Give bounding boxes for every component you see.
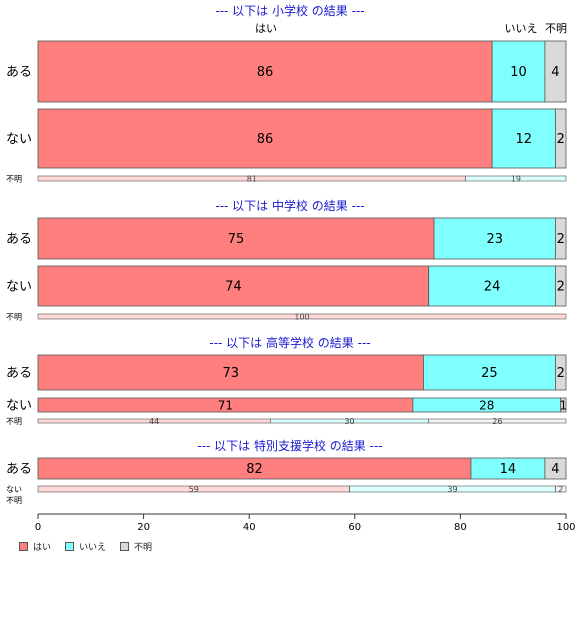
bar-value-label: 2 (557, 280, 565, 295)
row-label: 不明 (6, 312, 22, 321)
bar-no (433, 217, 556, 260)
bar-value-label: 44 (149, 417, 159, 426)
column-header-yes: はい (255, 22, 277, 35)
panel-title-4: --- 以下は 特別支援学校 の結果 --- (197, 438, 382, 453)
bar-value-label: 26 (492, 417, 502, 426)
legend-item-unknown: 不明 (120, 540, 152, 553)
row-label: ない (6, 132, 32, 147)
panel-title-3: --- 以下は 高等学校 の結果 --- (209, 335, 370, 350)
legend-label-unknown: 不明 (134, 543, 153, 553)
panel-title-1: --- 以下は 小学校 の結果 --- (215, 3, 364, 18)
legend-swatch-unknown (120, 542, 130, 551)
bar-value-label: 86 (257, 132, 274, 147)
bar-unknown (555, 217, 567, 260)
row-label: ない (6, 399, 32, 414)
bar-value-label: 75 (228, 232, 245, 247)
bar-unknown (428, 418, 567, 424)
panel-title-2: --- 以下は 中学校 の結果 --- (215, 198, 364, 213)
bar-yes (37, 313, 567, 320)
column-header-no: いいえ (505, 22, 538, 35)
bar-unknown (544, 40, 567, 103)
bar-value-label: 74 (225, 280, 242, 295)
bar-no (428, 265, 556, 307)
row-label: ある (6, 232, 32, 247)
bar-no (465, 175, 567, 182)
bar-value-label: 14 (500, 462, 517, 477)
row-label: ない (6, 280, 32, 295)
row-label: 不明 (6, 417, 22, 426)
legend-item-no: いいえ (65, 540, 106, 553)
x-tick-label: 0 (35, 522, 41, 533)
bar-value-label: 10 (510, 65, 527, 80)
bar-no (491, 108, 556, 169)
legend-item-yes: はい (19, 540, 51, 553)
legend: はい いいえ 不明 (19, 540, 152, 553)
bar-yes (37, 40, 493, 103)
row-label: ある (6, 462, 32, 477)
bar-value-label: 23 (486, 232, 503, 247)
row-label: 不明 (6, 174, 22, 183)
bar-value-label: 2 (558, 485, 563, 494)
row-label: ある (6, 65, 32, 80)
row-label: ない (6, 485, 22, 494)
row-label: ある (6, 366, 32, 381)
bar-unknown (555, 108, 567, 169)
bar-value-label: 25 (481, 366, 498, 381)
bar-unknown (555, 354, 567, 391)
bar-unknown (555, 265, 567, 307)
bar-value-label: 19 (511, 174, 521, 183)
bar-value-label: 59 (189, 485, 199, 494)
bar-value-label: 1 (560, 398, 568, 412)
bar-value-label: 4 (551, 65, 559, 80)
bar-no (491, 40, 546, 103)
bar-value-label: 24 (484, 280, 501, 295)
bar-value-label: 86 (257, 65, 274, 80)
bar-unknown (555, 485, 567, 493)
bar-unknown (544, 457, 567, 480)
bar-value-label: 2 (557, 232, 565, 247)
bar-value-label: 2 (557, 132, 565, 147)
column-header-unknown: 不明 (545, 22, 567, 35)
bar-value-label: 12 (515, 132, 532, 147)
bar-yes (37, 354, 424, 391)
row-label: 不明 (6, 496, 22, 505)
legend-label-no: いいえ (79, 543, 107, 553)
bar-value-label: 81 (247, 174, 257, 183)
bar-value-label: 4 (551, 462, 559, 477)
bar-value-label: 71 (218, 398, 233, 412)
x-tick-label: 20 (137, 522, 150, 533)
x-tick-label: 80 (454, 522, 467, 533)
legend-swatch-yes (19, 542, 28, 551)
x-tick-label: 40 (243, 522, 256, 533)
bar-value-label: 73 (222, 366, 239, 381)
bar-unknown (560, 397, 567, 413)
legend-swatch-no (65, 542, 75, 551)
x-tick-label: 100 (556, 522, 575, 533)
bar-value-label: 2 (557, 366, 565, 381)
legend-label-yes: はい (33, 543, 52, 553)
bar-value-label: 28 (479, 398, 494, 412)
bar-value-label: 100 (294, 312, 309, 321)
bar-value-label: 39 (447, 485, 457, 494)
x-tick-label: 60 (348, 522, 361, 533)
bar-value-label: 30 (344, 417, 354, 426)
bar-yes (37, 265, 430, 307)
bar-value-label: 82 (246, 462, 263, 477)
